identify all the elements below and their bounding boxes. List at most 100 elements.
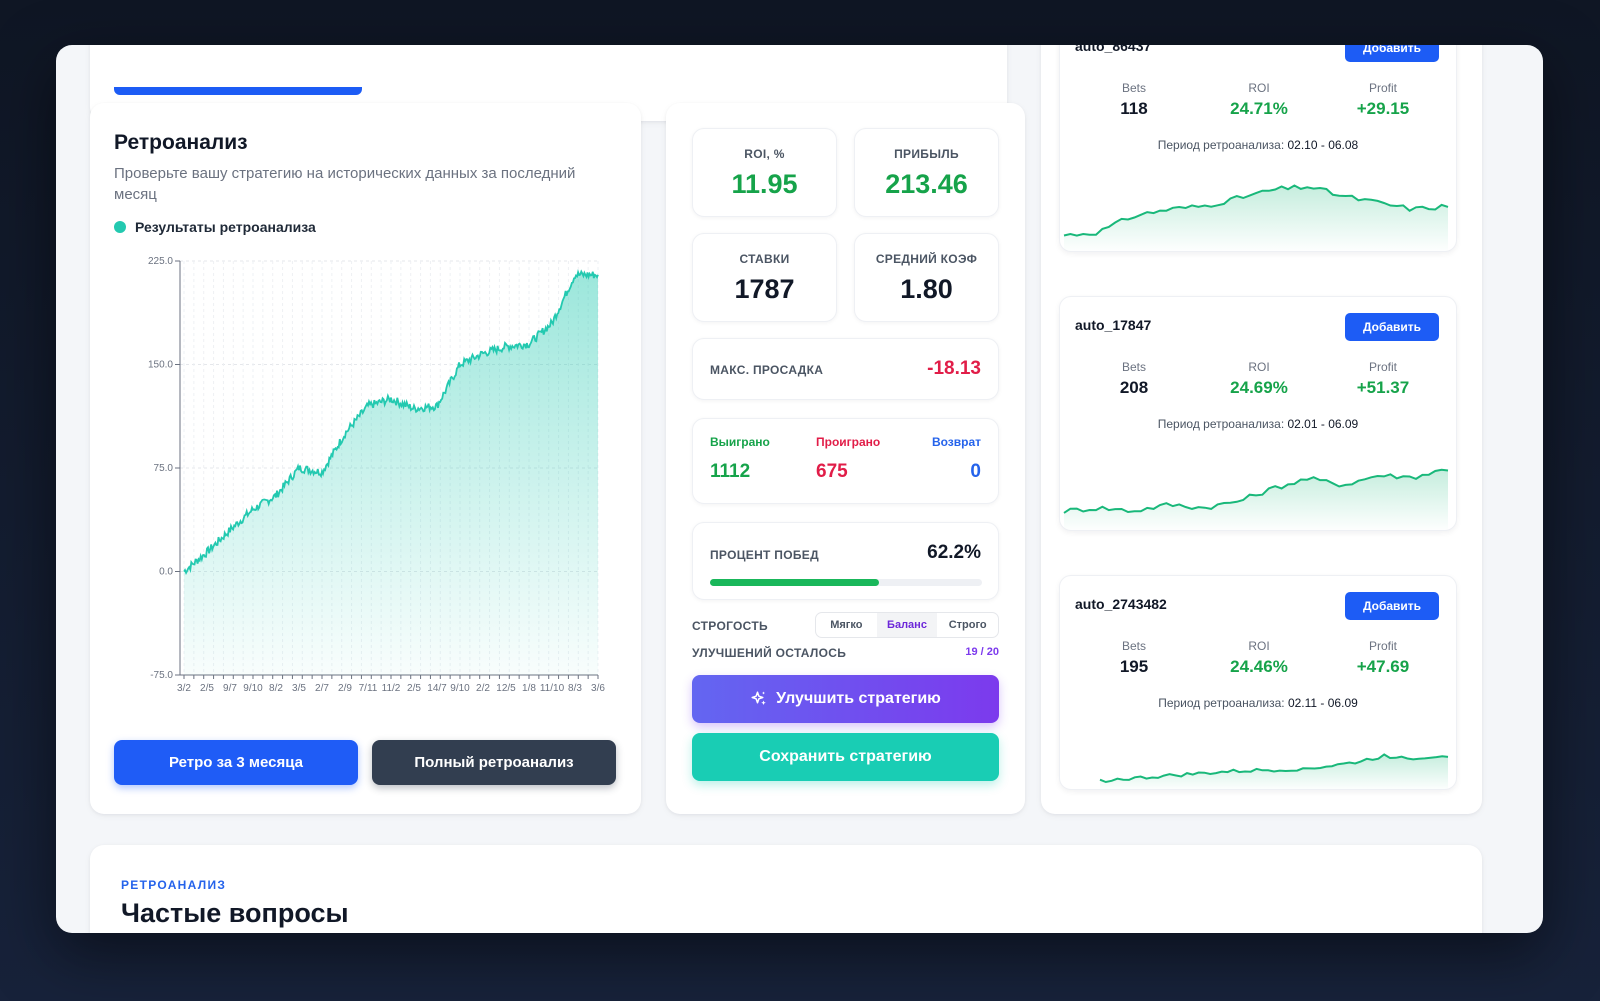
strategy-bets: Bets 208 <box>1079 360 1189 398</box>
strategy-card: auto_17847 Добавить Bets 208 ROI 24.69% … <box>1059 296 1457 531</box>
legend-dot-icon <box>114 221 126 233</box>
y-tick-label: 0.0 <box>159 567 173 578</box>
x-tick-label: 14/7 <box>427 683 447 694</box>
add-strategy-button[interactable]: Добавить <box>1345 592 1439 620</box>
x-tick-label: 3/5 <box>292 683 306 694</box>
retro-3-months-button[interactable]: Ретро за 3 месяца <box>114 740 358 785</box>
bets-value: 118 <box>1120 99 1148 118</box>
strategy-profit: Profit +29.15 <box>1328 81 1438 119</box>
improvements-value: 19 / 20 <box>965 646 999 658</box>
x-tick-label: 3/6 <box>591 683 605 694</box>
retro-subtitle: Проверьте вашу стратегию на исторических… <box>114 165 576 203</box>
save-strategy-button[interactable]: Сохранить стратегию <box>692 733 999 781</box>
series-area <box>184 271 598 675</box>
bets-tile: СТАВКИ 1787 <box>692 233 837 322</box>
strategy-roi: ROI 24.71% <box>1204 81 1314 119</box>
faq-kicker: РЕТРОАНАЛИЗ <box>121 878 227 892</box>
x-tick-label: 11/10 <box>540 683 565 694</box>
improvements-row: УЛУЧШЕНИЙ ОСТАЛОСЬ 19 / 20 <box>692 646 999 662</box>
sparkline-line <box>1063 184 1449 237</box>
x-tick-label: 2/2 <box>476 683 490 694</box>
strategy-card: auto_2743482 Добавить Bets 195 ROI 24.46… <box>1059 575 1457 790</box>
winrate-label: ПРОЦЕНТ ПОБЕД <box>710 548 819 562</box>
x-tick-label: 2/7 <box>315 683 329 694</box>
profit-label: Profit <box>1368 81 1397 95</box>
full-retro-button[interactable]: Полный ретроанализ <box>372 740 616 785</box>
period-value: 02.01 - 06.09 <box>1287 417 1359 431</box>
bets-label: Bets <box>1121 81 1146 95</box>
add-strategy-button[interactable]: Добавить <box>1345 313 1439 341</box>
x-tick-label: 9/7 <box>223 683 237 694</box>
coef-label: СРЕДНИЙ КОЭФ <box>875 252 978 266</box>
sparkline-line <box>1063 468 1449 514</box>
strictness-option-soft[interactable]: Мягко <box>830 619 863 631</box>
strategy-bets: Bets 118 <box>1079 81 1189 119</box>
strategy-period: Период ретроанализа: 02.10 - 06.08 <box>1060 138 1456 152</box>
period-label: Период ретроанализа: <box>1157 417 1285 431</box>
sparkline-area <box>1064 469 1448 530</box>
bets-label: СТАВКИ <box>739 252 790 266</box>
roi-value: 11.95 <box>731 169 798 199</box>
strictness-option-balance[interactable]: Баланс <box>876 613 938 637</box>
x-tick-label: 8/2 <box>269 683 283 694</box>
strategy-bets: Bets 195 <box>1079 639 1189 677</box>
faq-section: РЕТРОАНАЛИЗ Частые вопросы <box>90 845 1482 933</box>
strategy-name: auto_86437 <box>1075 45 1152 54</box>
coef-value: 1.80 <box>900 274 953 304</box>
sparkline-line <box>1099 753 1449 784</box>
won-label: Выиграно <box>710 435 770 449</box>
drawdown-label: МАКС. ПРОСАДКА <box>710 363 824 377</box>
strategy-sparkline <box>1063 468 1449 530</box>
strategy-sparkline <box>1099 753 1449 789</box>
strategy-card: auto_86437 Добавить Bets 118 ROI 24.71% … <box>1059 45 1457 252</box>
profit-value: +47.69 <box>1356 657 1410 676</box>
improve-strategy-button[interactable]: Улучшить стратегию <box>692 675 999 723</box>
strategy-period: Период ретроанализа: 02.11 - 06.09 <box>1060 696 1456 710</box>
x-tick-label: 12/5 <box>496 683 516 694</box>
period-value: 02.10 - 06.08 <box>1287 138 1359 152</box>
profit-label: Profit <box>1368 639 1397 653</box>
y-tick-label: 75.0 <box>154 463 174 474</box>
strictness-label: СТРОГОСТЬ <box>692 619 768 633</box>
period-label: Период ретроанализа: <box>1158 696 1285 710</box>
lost-column: Проиграно 675 <box>816 435 880 483</box>
faq-title: Частые вопросы <box>121 898 349 928</box>
improvements-label: УЛУЧШЕНИЙ ОСТАЛОСЬ <box>692 646 847 660</box>
strictness-segmented-control: Мягко Баланс Строго <box>815 612 999 638</box>
strategies-panel: auto_86437 Добавить Bets 118 ROI 24.71% … <box>1041 45 1482 814</box>
profit-label: Profit <box>1368 360 1397 374</box>
retro-legend: Результаты ретроанализа <box>114 219 316 235</box>
x-tick-label: 9/10 <box>243 683 263 694</box>
roi-label: ROI <box>1248 360 1270 374</box>
profit-label: ПРИБЫЛЬ <box>894 147 959 161</box>
strategy-name: auto_17847 <box>1075 317 1152 333</box>
roi-value: 24.71% <box>1230 99 1288 118</box>
x-tick-label: 3/2 <box>177 683 191 694</box>
lost-value: 675 <box>816 461 848 482</box>
sparkline-area <box>1064 185 1448 251</box>
won-column: Выиграно 1112 <box>710 435 770 483</box>
x-tick-label: 2/9 <box>338 683 352 694</box>
improve-strategy-label: Улучшить стратегию <box>776 690 941 707</box>
bets-value: 195 <box>1119 657 1149 676</box>
add-strategy-button[interactable]: Добавить <box>1345 45 1439 62</box>
winrate-progress-fill <box>710 579 880 586</box>
x-tick-label: 11/2 <box>382 683 401 694</box>
x-tick-label: 1/8 <box>522 683 536 694</box>
strictness-option-strict[interactable]: Строго <box>948 619 987 631</box>
bets-value: 208 <box>1119 378 1149 397</box>
lost-label: Проиграно <box>816 435 881 449</box>
roi-label: ROI <box>1248 639 1270 653</box>
x-tick-label: 9/10 <box>450 683 470 694</box>
x-tick-label: 2/5 <box>200 683 214 694</box>
roi-value: 24.69% <box>1230 378 1288 397</box>
drawdown-value: -18.13 <box>927 358 981 379</box>
strategy-profit: Profit +47.69 <box>1328 639 1438 677</box>
series-line <box>183 269 599 576</box>
strategy-roi: ROI 24.46% <box>1204 639 1314 677</box>
roi-label: ROI <box>1248 81 1270 95</box>
coef-tile: СРЕДНИЙ КОЭФ 1.80 <box>854 233 999 322</box>
top-action-button[interactable] <box>114 87 362 95</box>
y-tick-label: 150.0 <box>148 360 173 371</box>
refund-label: Возврат <box>931 435 981 449</box>
